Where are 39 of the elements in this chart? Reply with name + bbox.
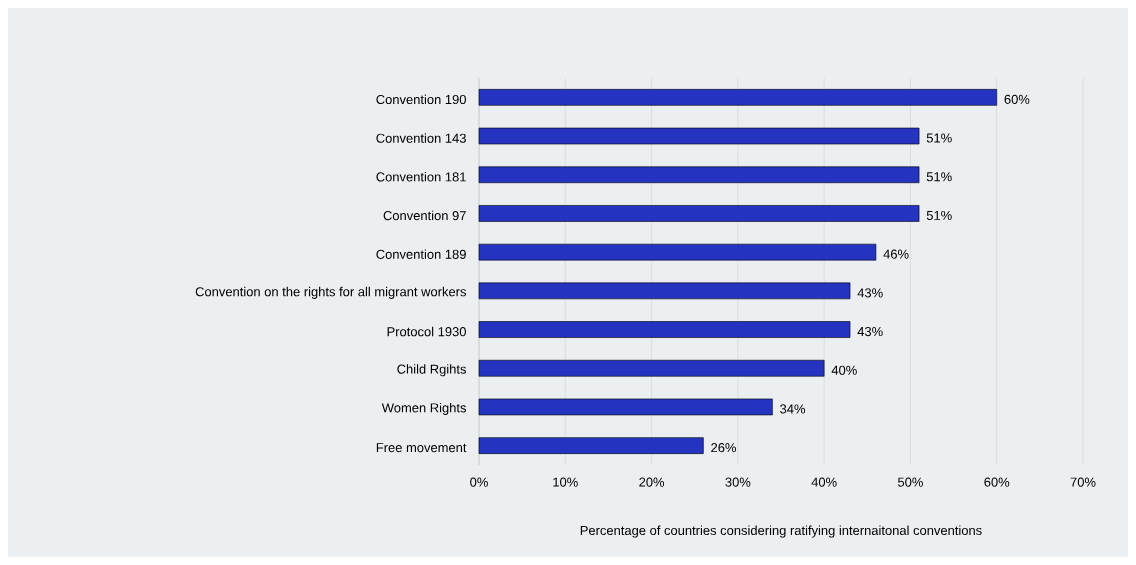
data-label: 43% xyxy=(857,326,883,337)
data-label: 43% xyxy=(857,288,883,298)
y-tick-label: Protocol 1930 xyxy=(387,326,466,337)
data-label: 60% xyxy=(1004,94,1030,104)
x-tick-label: 50% xyxy=(897,477,923,487)
x-tick-label: 0% xyxy=(470,477,488,487)
bar xyxy=(478,127,920,145)
x-tick-label: 20% xyxy=(639,477,665,487)
y-tick-label: Convention 181 xyxy=(376,171,466,182)
bar xyxy=(478,398,773,416)
data-label: 51% xyxy=(926,133,952,143)
y-tick-label: Child Rgihts xyxy=(397,364,466,377)
bar xyxy=(478,205,920,222)
x-tick-label: 40% xyxy=(811,477,837,487)
y-tick-label: Convention on the rights for all migrant workers xyxy=(195,286,466,299)
y-tick-label: Women Rights xyxy=(381,402,467,415)
bar xyxy=(478,437,704,454)
x-tick-label: 70% xyxy=(1070,477,1096,487)
data-label: 26% xyxy=(711,443,737,453)
bar xyxy=(478,321,851,338)
x-tick-label: 30% xyxy=(725,477,751,487)
bar xyxy=(478,89,998,106)
bar xyxy=(478,166,920,184)
data-label: 51% xyxy=(926,210,952,220)
data-label: 34% xyxy=(780,404,806,414)
data-label: 51% xyxy=(926,172,952,182)
y-tick-label: Convention 97 xyxy=(383,210,466,221)
bar xyxy=(478,282,851,300)
bar xyxy=(478,243,877,261)
bar xyxy=(478,359,825,377)
y-tick-label: Convention 190 xyxy=(376,94,466,105)
x-tick-label: 60% xyxy=(984,477,1010,487)
x-tick-label: 10% xyxy=(553,477,578,487)
y-tick-label: Convention 143 xyxy=(376,133,466,143)
y-tick-label: Convention 189 xyxy=(376,249,466,259)
data-label: 40% xyxy=(831,365,857,375)
y-tick-label: Free movement xyxy=(376,443,467,453)
x-axis-title: Percentage of countries considering ratifying internaitonal conventions xyxy=(580,525,982,538)
data-label: 46% xyxy=(883,249,909,259)
